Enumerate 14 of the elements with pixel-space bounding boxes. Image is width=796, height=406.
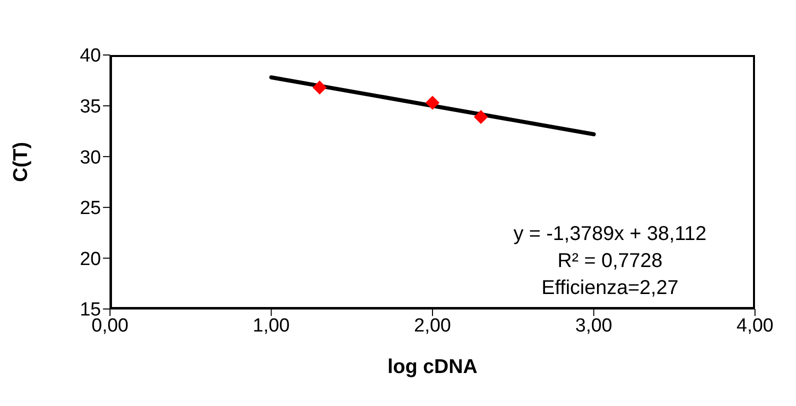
- annotation: Efficienza=2,27: [540, 276, 680, 301]
- x-tick-label: 4,00: [736, 315, 774, 336]
- y-tick-label: 20: [80, 248, 101, 270]
- y-axis-title: C(T): [10, 142, 32, 182]
- x-tick-label: 2,00: [414, 315, 451, 336]
- x-axis-title: log cDNA: [388, 356, 478, 378]
- y-tick-label: 30: [80, 147, 101, 168]
- x-tick-label: 3,00: [575, 315, 612, 336]
- y-tick-label: 25: [80, 198, 101, 220]
- y-tick-label: 40: [80, 46, 101, 67]
- x-tick-label: 1,00: [252, 315, 290, 336]
- annotation: R² = 0,7728: [556, 249, 664, 274]
- y-tick-label: 35: [80, 96, 101, 118]
- annotation: y = -1,3789x + 38,112: [512, 222, 708, 247]
